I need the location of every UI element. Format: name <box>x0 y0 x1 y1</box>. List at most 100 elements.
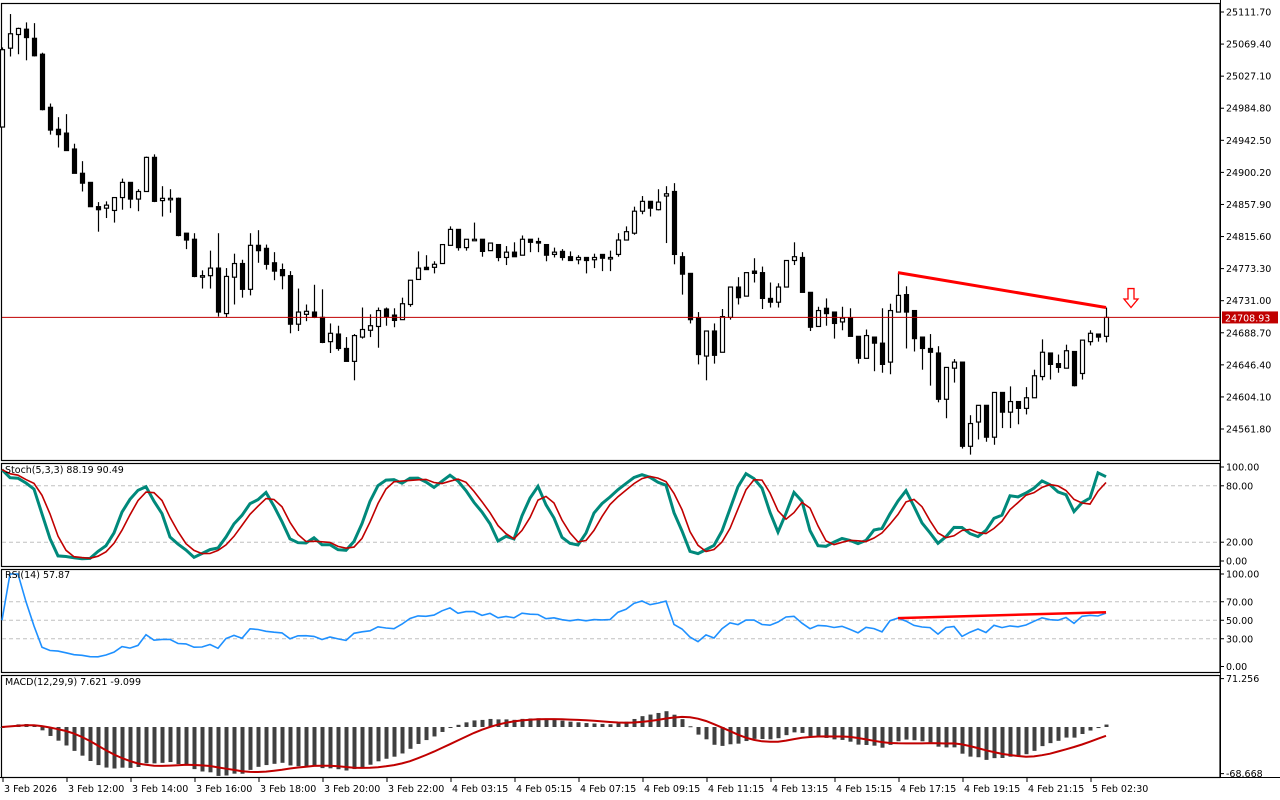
rsi-legend: RSI(14) 57.87 <box>5 570 71 581</box>
candle <box>127 181 134 209</box>
macd-histogram-bar <box>368 727 373 765</box>
candle <box>543 243 550 262</box>
candle <box>311 284 318 319</box>
candle-body <box>159 197 166 202</box>
candle-body <box>519 238 526 256</box>
candle-body <box>663 193 670 197</box>
macd-histogram-bar <box>992 727 997 759</box>
candle-body <box>367 325 374 331</box>
macd-histogram-bar <box>608 724 613 727</box>
candle <box>719 309 726 353</box>
macd-histogram-bar <box>240 727 245 774</box>
candle <box>343 337 350 362</box>
candle <box>767 282 774 308</box>
macd-histogram-bar <box>272 727 277 764</box>
macd-histogram-bar <box>592 723 597 727</box>
candle-body <box>463 238 470 249</box>
candle <box>151 154 158 203</box>
macd-histogram-bar <box>792 727 797 733</box>
candle-body <box>399 303 406 321</box>
macd-histogram-bar <box>888 727 893 745</box>
candle-body <box>943 366 950 400</box>
candle-body <box>703 330 710 357</box>
rsi-tick-label: 100.00 <box>1226 570 1259 581</box>
candle <box>143 156 150 193</box>
candle-body <box>919 336 926 350</box>
macd-histogram-bar <box>976 727 981 758</box>
candle-body <box>1047 352 1054 365</box>
candle <box>567 251 574 262</box>
candle-body <box>39 53 46 111</box>
candle-body <box>103 204 110 209</box>
candle-body <box>127 181 134 200</box>
candle-body <box>383 308 390 318</box>
macd-histogram-bar <box>1000 727 1005 758</box>
candle-body <box>495 243 502 259</box>
candle <box>927 334 934 386</box>
candle-body <box>887 309 894 363</box>
candle-body <box>335 333 342 350</box>
stoch-tick-label: 80.00 <box>1226 481 1253 492</box>
macd-histogram-bar <box>376 727 381 762</box>
candle <box>583 256 590 274</box>
candle <box>607 250 614 272</box>
candle <box>687 272 694 324</box>
candle <box>239 259 246 298</box>
candle-body <box>455 228 462 249</box>
candle <box>23 22 30 61</box>
price-tick-label: 24604.10 <box>1226 392 1271 403</box>
candle <box>775 283 782 308</box>
candle <box>95 202 102 232</box>
macd-histogram-bar <box>288 727 293 766</box>
candle <box>55 117 62 148</box>
macd-histogram-bar <box>336 727 341 770</box>
time-tick-label: 4 Feb 07:15 <box>580 784 636 795</box>
candle <box>1087 330 1094 346</box>
candle <box>1055 354 1062 373</box>
candle-body <box>543 243 550 256</box>
candle-body <box>311 311 318 318</box>
candle-body <box>7 33 14 49</box>
candle-body <box>951 361 958 369</box>
price-tick-label: 24942.50 <box>1226 136 1271 147</box>
candle-body <box>471 238 478 242</box>
candle-body <box>0 49 6 128</box>
macd-histogram-bar <box>920 727 925 742</box>
candle-body <box>655 201 662 211</box>
stoch-signal-line <box>1 468 1107 560</box>
candle <box>175 197 182 237</box>
candle-body <box>599 253 606 259</box>
candle <box>831 311 838 339</box>
macd-histogram-bar <box>552 719 557 727</box>
candle-body <box>1007 400 1014 413</box>
candle <box>791 242 798 266</box>
candle-body <box>487 242 494 252</box>
candle <box>87 181 94 208</box>
candle <box>991 391 998 445</box>
candle <box>695 312 702 365</box>
candle <box>519 235 526 256</box>
macd-histogram-bar <box>88 727 93 761</box>
macd-histogram-bar <box>392 727 397 757</box>
candle-body <box>623 231 630 241</box>
candle-body <box>727 286 734 318</box>
candle <box>503 246 510 266</box>
macd-histogram-bar <box>544 719 549 727</box>
stoch-pane-frame <box>0 462 1221 568</box>
candle <box>663 186 670 244</box>
time-tick-label: 4 Feb 17:15 <box>900 784 956 795</box>
candle <box>983 404 990 442</box>
candle <box>879 308 886 373</box>
current-price-label: 24708.93 <box>1225 313 1270 324</box>
candle <box>863 329 870 359</box>
price-tick-label: 25069.40 <box>1226 40 1271 51</box>
candle-body <box>351 334 358 362</box>
candle <box>351 334 358 381</box>
macd-histogram-bar <box>232 727 237 774</box>
candle-body <box>207 267 214 277</box>
candle-body <box>967 422 974 447</box>
candle <box>919 336 926 370</box>
candle-body <box>1095 333 1102 338</box>
candle <box>1039 339 1046 381</box>
